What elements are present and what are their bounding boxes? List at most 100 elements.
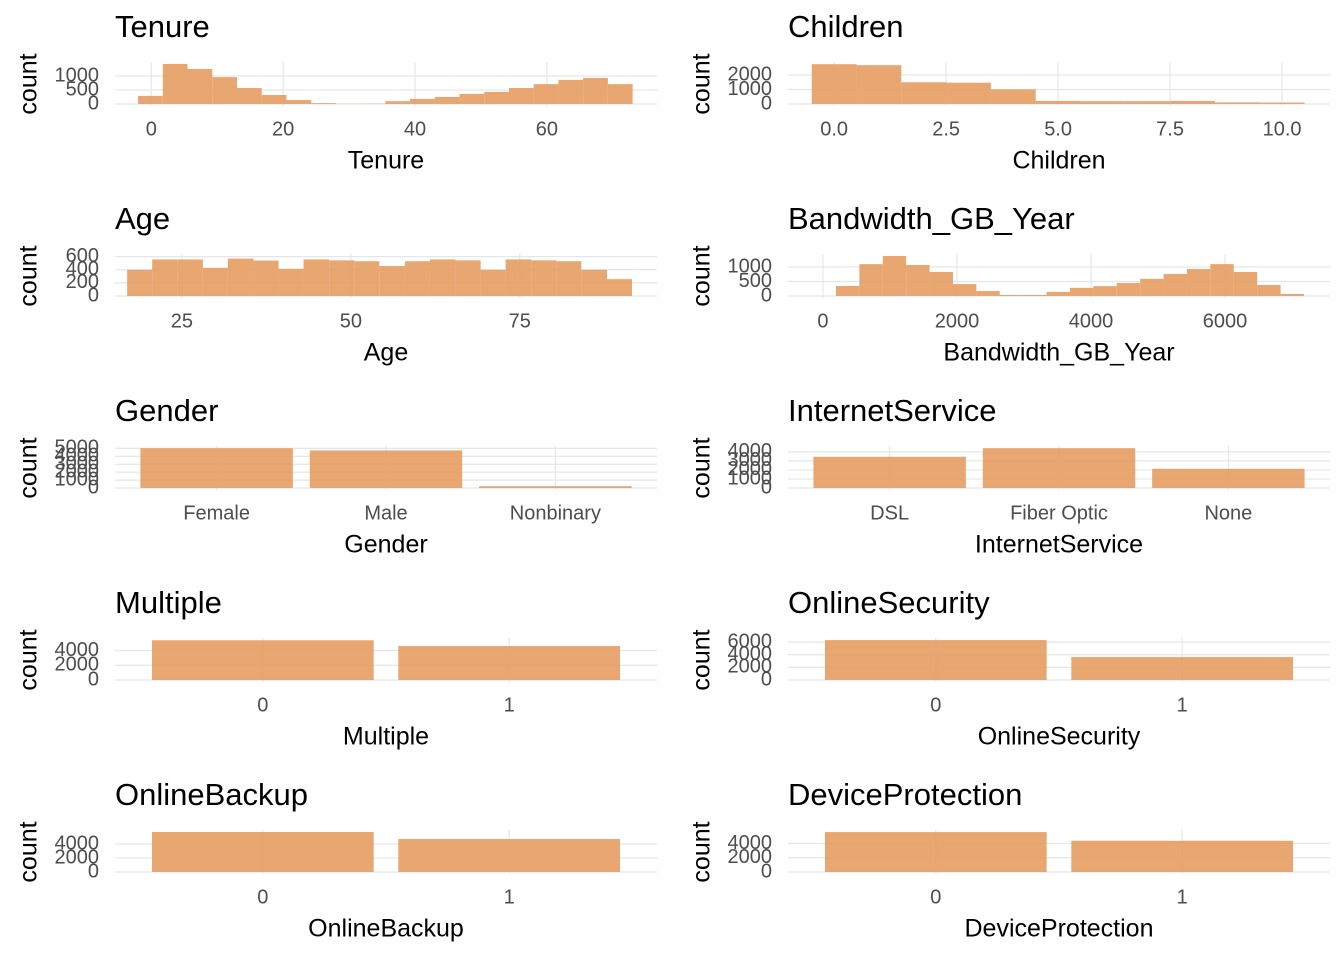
histogram-bar [583, 77, 608, 104]
x-axis-title: Bandwidth_GB_Year [943, 339, 1174, 367]
y-tick-label: 200 [66, 271, 99, 293]
x-tick-label: Female [183, 502, 250, 524]
histogram-bar [152, 259, 178, 297]
y-tick-label: 0 [761, 476, 772, 498]
histogram-bar [859, 264, 883, 296]
histogram-bar [311, 103, 336, 104]
y-tick-label: 4000 [728, 643, 773, 665]
y-axis-title: count [688, 245, 716, 306]
histogram-bar [1280, 293, 1304, 296]
x-tick-label: DSL [870, 502, 909, 524]
y-tick-label: 4000 [55, 832, 100, 854]
histogram-bar [1259, 102, 1305, 104]
x-axis-title: InternetService [975, 531, 1143, 559]
histogram-bar [558, 79, 584, 104]
x-tick-label: 1 [504, 886, 515, 908]
panel-title: Age [115, 201, 170, 236]
histogram-bar [434, 96, 460, 104]
histogram-bar [480, 269, 506, 297]
panel: OnlineSecuritycountOnlineSecurity0200040… [688, 585, 1330, 751]
bar [1152, 468, 1305, 489]
y-tick-label: 3000 [728, 449, 773, 471]
x-tick-label: 7.5 [1156, 118, 1184, 140]
y-tick-label: 4000 [55, 639, 100, 661]
bar [151, 640, 374, 681]
x-tick-label: 5.0 [1044, 118, 1072, 140]
histogram-bar [508, 88, 534, 104]
x-tick-label: 0 [930, 886, 941, 908]
y-axis-title: count [15, 821, 43, 882]
histogram-bar [533, 84, 559, 104]
y-tick-label: 1000 [728, 255, 773, 277]
bar [982, 448, 1136, 489]
y-tick-label: 3000 [55, 453, 100, 475]
histogram-bar [556, 261, 582, 297]
panel-title: OnlineBackup [115, 777, 308, 812]
histogram-bar [261, 95, 287, 104]
panel-title: Bandwidth_GB_Year [788, 201, 1075, 236]
x-tick-label: 40 [404, 118, 426, 140]
bar [140, 448, 293, 489]
histogram-bar [127, 269, 153, 297]
y-tick-label: 2000 [728, 63, 773, 85]
histogram-bar [1214, 102, 1260, 104]
y-tick-label: 0 [761, 284, 772, 306]
histogram-bar [459, 93, 485, 104]
x-tick-label: 0 [930, 694, 941, 716]
histogram-bar [278, 268, 304, 297]
histogram-bar [946, 82, 991, 104]
histogram-bar [1163, 273, 1187, 296]
x-axis-title: OnlineBackup [308, 915, 464, 943]
histogram-bar [607, 84, 633, 104]
bar [824, 832, 1047, 873]
x-axis-title: Gender [344, 531, 427, 559]
y-tick-label: 2000 [728, 656, 773, 678]
y-tick-label: 0 [761, 668, 772, 690]
y-axis-title: count [688, 437, 716, 498]
histogram-bar [1186, 269, 1211, 296]
y-tick-label: 2000 [728, 846, 773, 868]
histogram-bar [882, 256, 907, 296]
x-tick-label: 50 [340, 310, 362, 332]
histogram-bar [835, 285, 860, 296]
histogram-bar [187, 68, 213, 104]
histogram-bar [484, 91, 509, 104]
histogram-bar [404, 261, 430, 297]
x-tick-label: 60 [536, 118, 558, 140]
histogram-bar [1210, 264, 1234, 296]
histogram-bar [1125, 101, 1171, 104]
y-tick-label: 2000 [55, 654, 100, 676]
y-tick-label: 500 [66, 78, 99, 100]
x-axis-title: Children [1012, 147, 1105, 175]
x-tick-label: 0 [146, 118, 157, 140]
bar [309, 450, 463, 489]
x-tick-label: Male [364, 502, 407, 524]
histogram-bar [202, 267, 228, 297]
y-tick-label: 0 [761, 92, 772, 114]
y-tick-label: 1000 [55, 468, 100, 490]
histogram-bar [286, 100, 312, 104]
y-tick-label: 4000 [728, 440, 773, 462]
y-tick-label: 6000 [728, 630, 773, 652]
panel-title: DeviceProtection [788, 777, 1022, 812]
histogram-bar [1080, 101, 1126, 104]
x-tick-label: 0 [257, 694, 268, 716]
histogram-bar [999, 294, 1024, 296]
y-tick-label: 5000 [55, 437, 100, 459]
x-axis-title: OnlineSecurity [978, 723, 1141, 751]
histogram-bar [162, 63, 188, 104]
histogram-bar [455, 260, 481, 297]
histogram-bar [1140, 278, 1164, 296]
x-tick-label: 25 [171, 310, 193, 332]
histogram-bar [929, 271, 953, 296]
y-tick-label: 400 [66, 258, 99, 280]
bar [813, 456, 966, 489]
bar [824, 640, 1047, 680]
histogram-bar [227, 258, 254, 297]
x-tick-label: 0.0 [820, 118, 848, 140]
